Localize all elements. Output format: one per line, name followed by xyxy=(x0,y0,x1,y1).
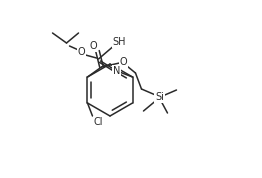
Text: O: O xyxy=(90,41,97,51)
Text: Si: Si xyxy=(155,92,164,102)
Text: SH: SH xyxy=(113,37,126,47)
Text: O: O xyxy=(120,57,127,67)
Text: Cl: Cl xyxy=(94,117,103,127)
Text: N: N xyxy=(113,66,120,76)
Text: O: O xyxy=(78,47,85,57)
